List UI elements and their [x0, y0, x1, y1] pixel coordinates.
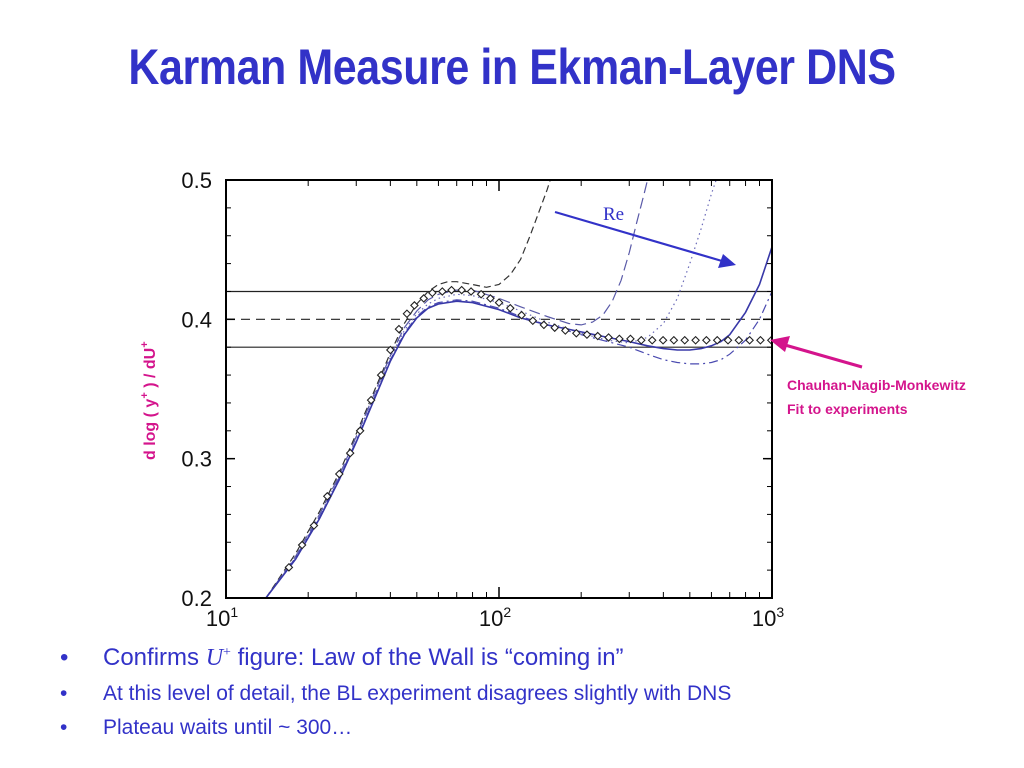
bullet-2-text: At this level of detail, the BL experime…: [103, 682, 732, 705]
data-point-diamond: [284, 562, 294, 572]
x-tick-label: 102: [479, 604, 511, 631]
data-point-diamond: [626, 334, 635, 344]
data-point-diamond: [734, 335, 744, 345]
y-tick-label: 0.4: [181, 307, 212, 332]
data-point-diamond: [680, 335, 690, 345]
data-point-diamond: [309, 521, 319, 530]
data-point-diamond: [647, 335, 657, 345]
re-arrow-head: [718, 254, 736, 268]
data-point-diamond: [297, 540, 307, 550]
data-point-diamond: [658, 335, 668, 345]
ylabel-main: d log ( y: [142, 399, 159, 460]
ylabel-sup2: +: [139, 341, 151, 347]
data-point-diamond: [691, 335, 700, 345]
data-point-diamond: [466, 287, 476, 296]
ylabel-sup1: +: [139, 392, 151, 398]
y-tick-label: 0.3: [181, 447, 212, 472]
data-point-diamond: [355, 426, 365, 436]
data-point-diamond: [457, 285, 467, 295]
reference-lines: [226, 290, 772, 348]
fit-label-line1: Chauhan-Nagib-Monkewitz: [787, 377, 966, 393]
data-point-diamond: [394, 324, 404, 334]
data-point-diamond: [669, 335, 679, 345]
y-tick-label: 0.5: [181, 168, 212, 193]
data-point-diamond: [419, 294, 429, 303]
data-point-diamond: [486, 294, 495, 303]
bullet-marker: •: [60, 644, 69, 671]
bullet-1-prefix: Confirms: [103, 644, 206, 671]
data-point-diamond: [604, 333, 613, 342]
data-point-diamond: [539, 320, 549, 330]
data-point-diamond: [517, 310, 526, 320]
data-point-diamond: [427, 288, 437, 298]
data-point-diamond: [476, 289, 486, 299]
data-point-diamond: [582, 330, 592, 340]
data-point-diamond: [494, 298, 504, 307]
ylabel-mid: ) / dU: [142, 348, 159, 392]
fit-arrow-head: [770, 336, 790, 352]
series-line-dashed: [265, 180, 551, 598]
data-point-diamond: [560, 326, 570, 335]
bullet-1-suffix: figure: Law of the Wall is “coming in”: [230, 644, 624, 671]
slide-title: Karman Measure in Ekman-Layer DNS: [128, 39, 896, 95]
data-point-diamond: [322, 491, 332, 501]
u-plus-symbol: U+: [205, 645, 231, 671]
data-point-diamond: [366, 395, 376, 405]
data-point-diamond: [402, 309, 412, 319]
re-arrow-shaft: [554, 210, 723, 263]
data-point-diamond: [385, 345, 395, 355]
data-point-diamond: [745, 335, 755, 345]
data-point-diamond: [756, 335, 765, 345]
data-point-diamond: [437, 287, 447, 296]
axis-ticks: [225, 179, 773, 599]
bullet-1-text: Confirms U+ figure: Law of the Wall is “…: [103, 644, 624, 672]
data-point-diamond: [593, 331, 603, 341]
data-point-diamond: [636, 335, 646, 345]
data-point-diamond: [528, 316, 538, 326]
data-point-diamond: [410, 301, 419, 310]
bullet-marker: •: [60, 682, 68, 705]
data-point-diamond: [345, 448, 355, 458]
series-line-solid: [265, 246, 772, 598]
y-tick-label: 0.2: [181, 586, 212, 611]
data-point-diamond: [376, 370, 386, 380]
data-point-diamond: [334, 469, 344, 479]
bullet-3-text: Plateau waits until ~ 300…: [103, 716, 353, 739]
x-tick-label: 103: [752, 604, 784, 631]
series-line-long-dashed: [265, 180, 649, 598]
data-point-diamond: [723, 335, 733, 345]
data-point-diamond: [614, 334, 624, 344]
axis-tick-labels: 0.2 0.3 0.4 0.5 101 102 103: [181, 168, 784, 631]
data-point-diamond: [712, 335, 722, 345]
series-layer: [265, 180, 772, 598]
data-point-diamond: [505, 303, 515, 313]
series-line-dotted: [265, 180, 717, 598]
x-tick-label: 101: [206, 604, 238, 631]
re-label: Re: [603, 204, 624, 225]
fit-arrow-shaft: [784, 343, 863, 369]
fit-label-line2: Fit to experiments: [787, 401, 908, 417]
data-point-diamond: [571, 328, 581, 338]
data-point-diamond: [447, 285, 456, 295]
y-axis-label: d log ( y+ ) / dU+: [139, 341, 159, 460]
data-point-diamond: [702, 335, 711, 345]
data-point-diamond: [550, 323, 560, 333]
bullet-marker: •: [60, 716, 68, 739]
